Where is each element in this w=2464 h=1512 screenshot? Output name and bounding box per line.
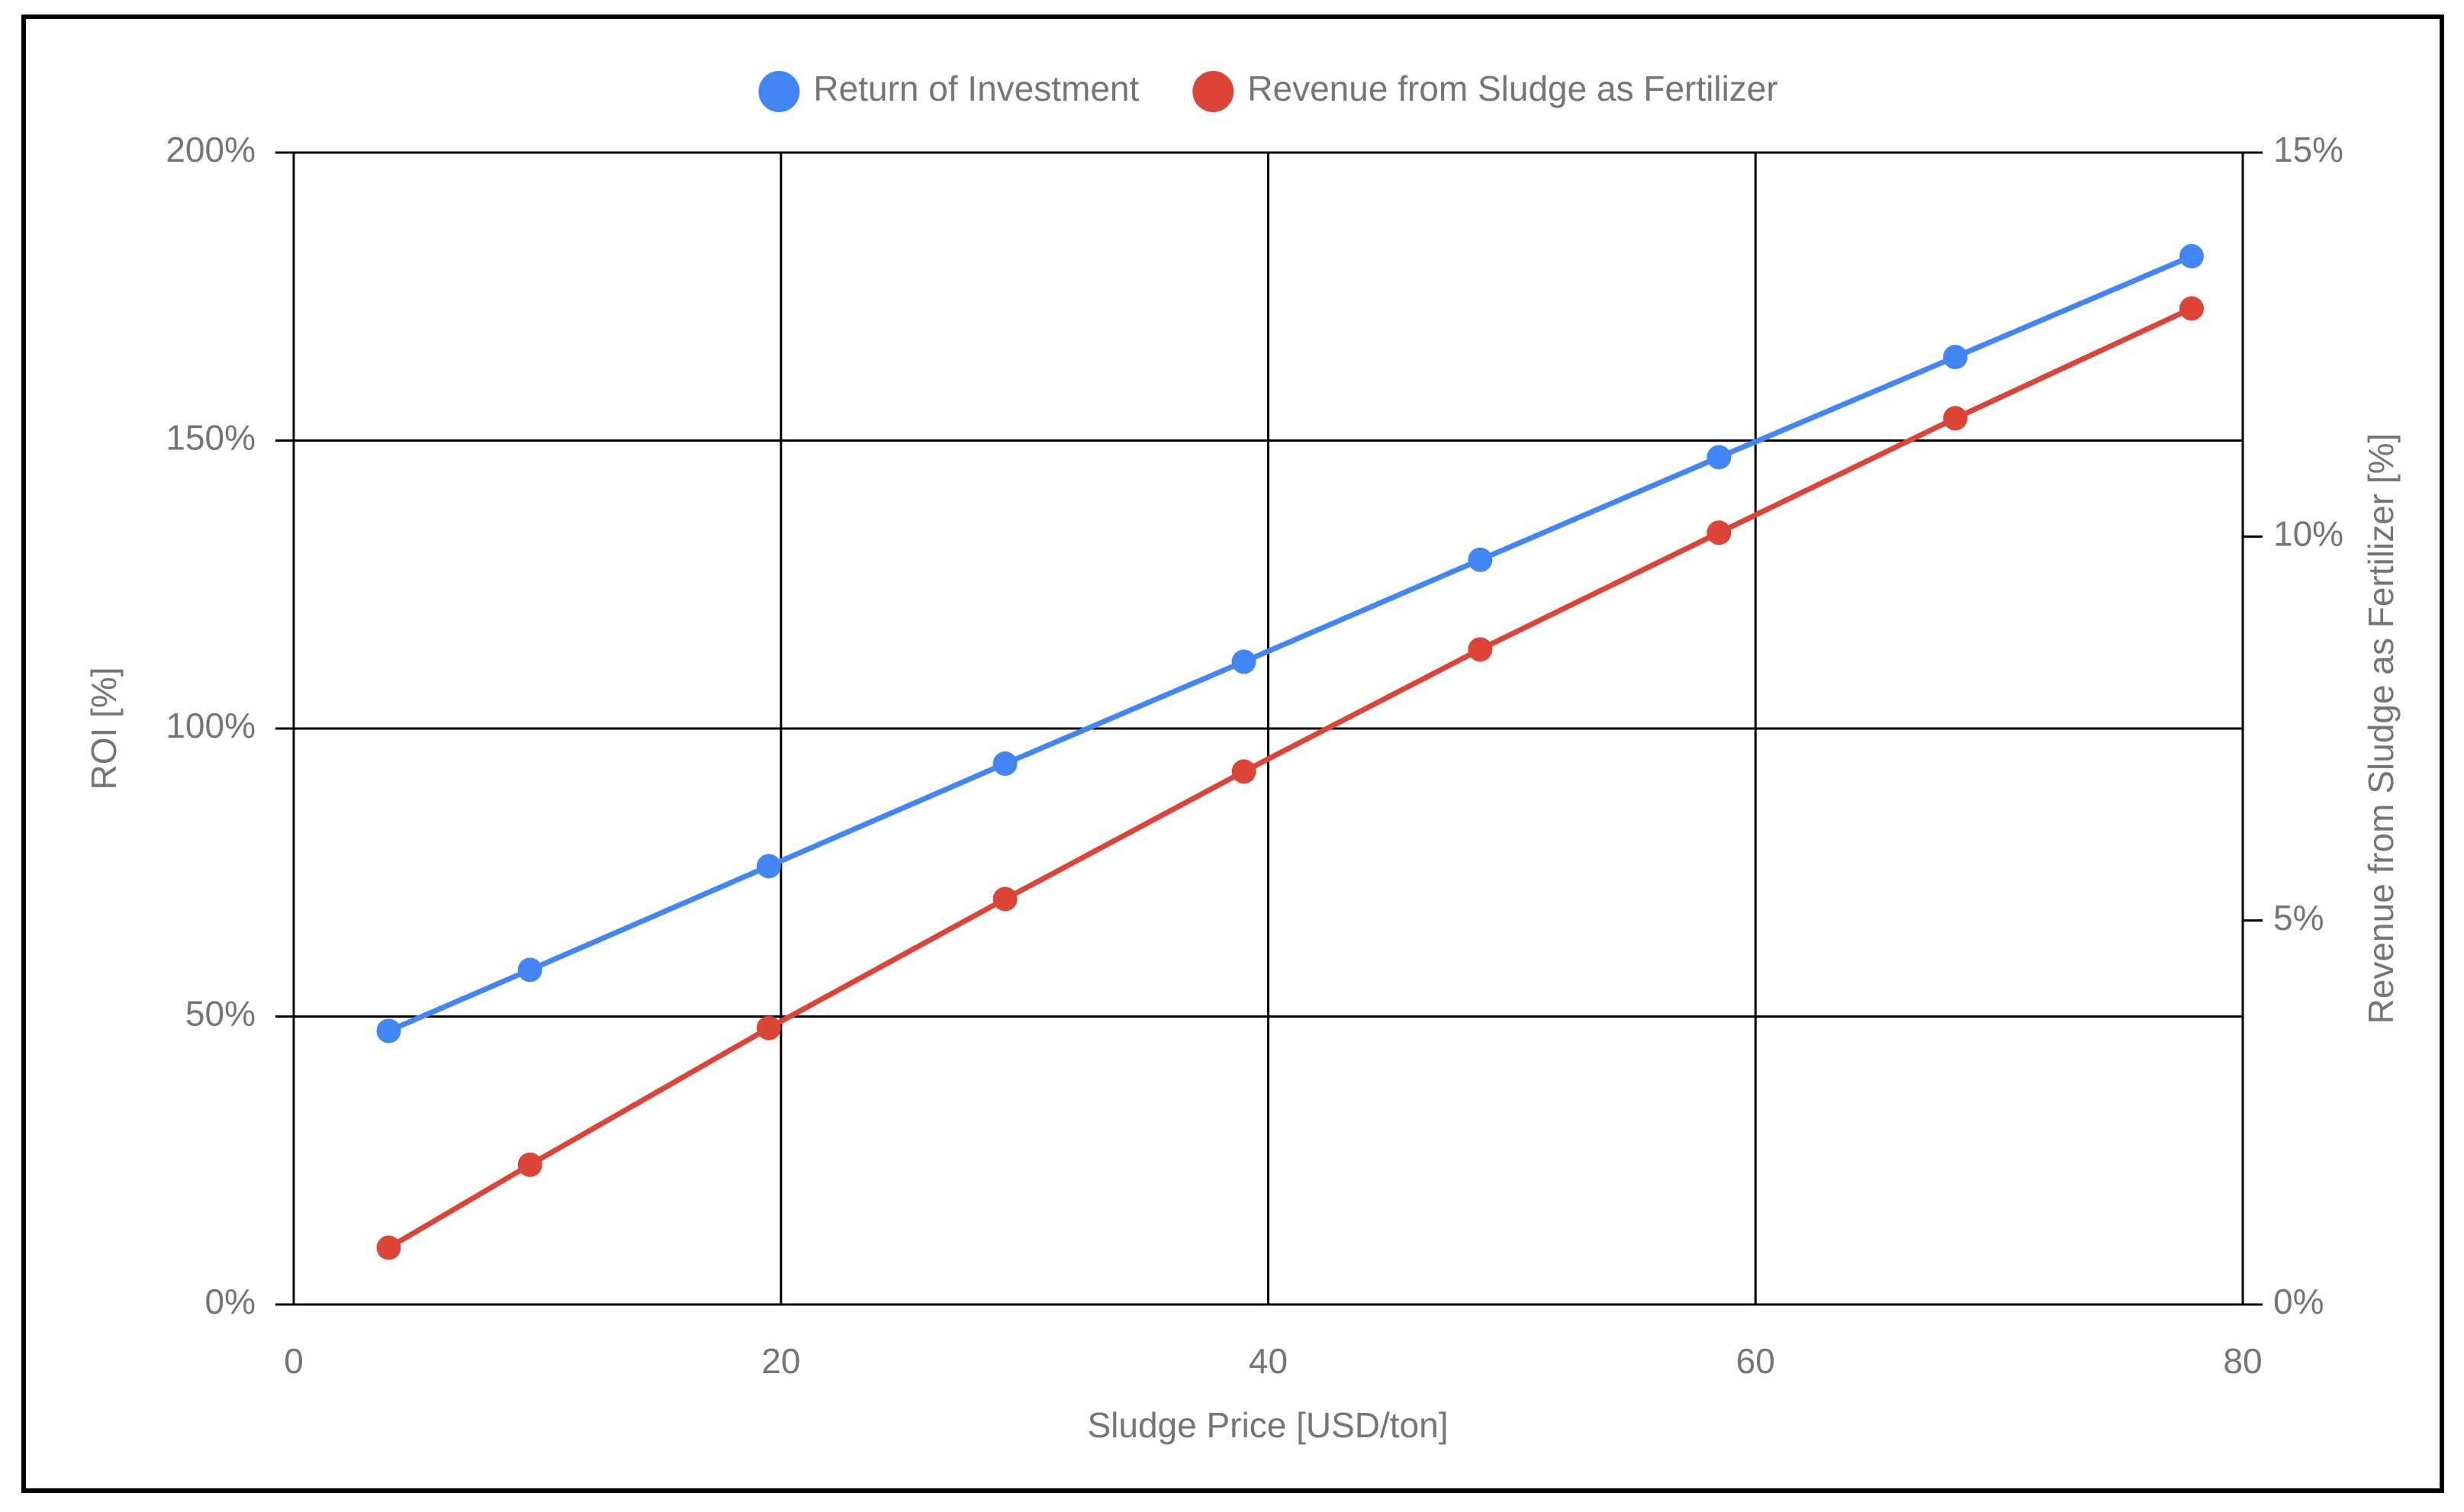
data-point [1231,759,1256,784]
x-tick-label: 40 [1249,1341,1288,1381]
data-point [1943,345,1968,370]
y-tick-label: 0% [205,1282,256,1321]
data-point [1706,520,1732,545]
y2-tick-label: 5% [2273,898,2324,938]
data-point [2179,243,2204,269]
data-point [1706,445,1732,470]
data-point [2179,296,2204,321]
legend-marker [1192,71,1234,112]
x-tick-label: 60 [1736,1341,1775,1381]
data-point [376,1018,401,1044]
legend-label: Return of Investment [813,69,1139,108]
y2-axis-title: Revenue from Sludge as Fertilizer [%] [2361,433,2401,1025]
legend-label: Revenue from Sludge as Fertilizer [1247,69,1777,108]
x-tick-label: 0 [284,1341,304,1381]
data-point [376,1235,401,1260]
data-point [1231,649,1256,674]
x-tick-label: 20 [761,1341,800,1381]
y-axis-title: ROI [%] [84,667,124,790]
data-point [992,886,1018,912]
legend-marker [758,71,800,112]
data-point [1943,406,1968,431]
y-tick-label: 150% [166,418,256,458]
data-point [1468,547,1493,572]
y-tick-label: 50% [185,994,256,1034]
x-tick-label: 80 [2223,1341,2262,1381]
data-point [517,1152,542,1177]
y2-tick-label: 10% [2273,513,2343,553]
y-tick-label: 100% [166,706,256,745]
y-tick-label: 200% [166,130,256,169]
data-point [1468,637,1493,662]
data-point [517,957,542,983]
data-point [756,1015,781,1041]
data-point [992,751,1018,777]
data-point [756,854,781,879]
y2-tick-label: 15% [2273,130,2343,169]
y2-tick-label: 0% [2273,1282,2324,1321]
frame [21,14,2444,1493]
x-axis-title: Sludge Price [USD/ton] [1087,1405,1448,1445]
